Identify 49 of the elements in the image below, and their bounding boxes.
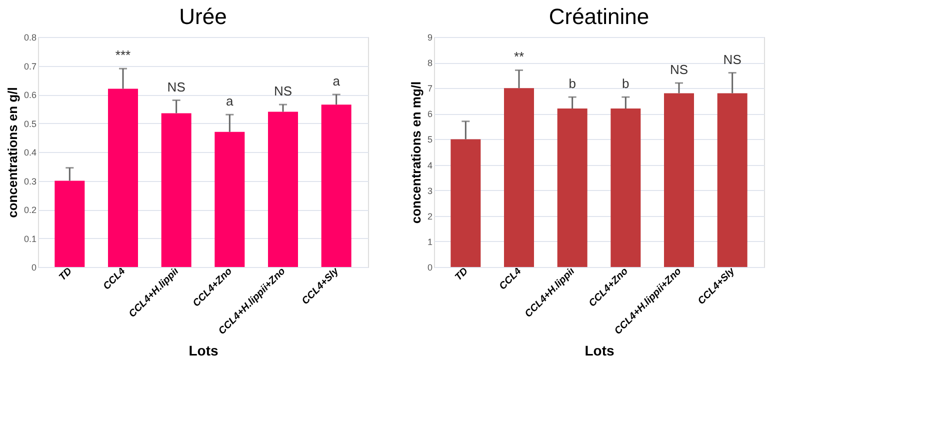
y-axis-title: concentrations en mg/l (408, 81, 424, 224)
y-tick-label: 0 (427, 262, 432, 272)
y-tick-label: 0.1 (24, 234, 36, 244)
annotation: NS (167, 79, 186, 94)
y-tick-label: 0 (31, 262, 36, 272)
y-tick-label: 0.3 (24, 176, 36, 186)
x-tick-label: TD (57, 266, 74, 284)
annotation: b (568, 76, 576, 92)
annotation: NS (670, 62, 688, 77)
y-tick-label: 6 (427, 109, 432, 120)
y-tick-label: 0.2 (24, 205, 36, 215)
annotation: ** (514, 49, 524, 64)
annotation: NS (274, 84, 292, 99)
bar (268, 112, 298, 267)
bar (717, 93, 748, 267)
y-tick-label: 8 (427, 58, 432, 68)
y-tick-label: 0.6 (24, 90, 36, 100)
y-tick-label: 3 (427, 186, 432, 196)
chart-title: Urée (179, 4, 227, 29)
y-tick-label: 2 (427, 211, 432, 222)
bar (610, 108, 641, 267)
annotation: b (622, 76, 630, 92)
bar (557, 108, 588, 267)
annotation: a (332, 74, 341, 88)
bar (664, 93, 694, 267)
x-axis-title: Lots (188, 342, 218, 358)
bar (504, 88, 534, 267)
bar (450, 139, 481, 267)
y-tick-label: 5 (427, 134, 432, 145)
annotation: NS (723, 52, 742, 67)
x-tick-label: TD (453, 266, 470, 284)
y-tick-label: 9 (427, 32, 432, 42)
bar (321, 104, 352, 267)
y-axis-title: concentrations en g/l (4, 87, 20, 218)
bar (108, 88, 138, 267)
y-tick-label: 0.7 (24, 61, 36, 72)
y-tick-label: 7 (427, 84, 432, 94)
y-tick-label: 0.4 (24, 148, 36, 158)
y-tick-label: 0.5 (24, 118, 36, 129)
y-tick-label: 0.8 (24, 32, 36, 42)
x-axis-title: Lots (584, 342, 614, 358)
bar (161, 113, 192, 267)
annotation: *** (115, 48, 131, 63)
bar (214, 132, 245, 267)
chart-title: Créatinine (548, 4, 650, 29)
y-tick-label: 1 (427, 236, 432, 247)
annotation: a (226, 94, 234, 109)
y-tick-label: 4 (427, 160, 432, 170)
bar (54, 180, 85, 267)
